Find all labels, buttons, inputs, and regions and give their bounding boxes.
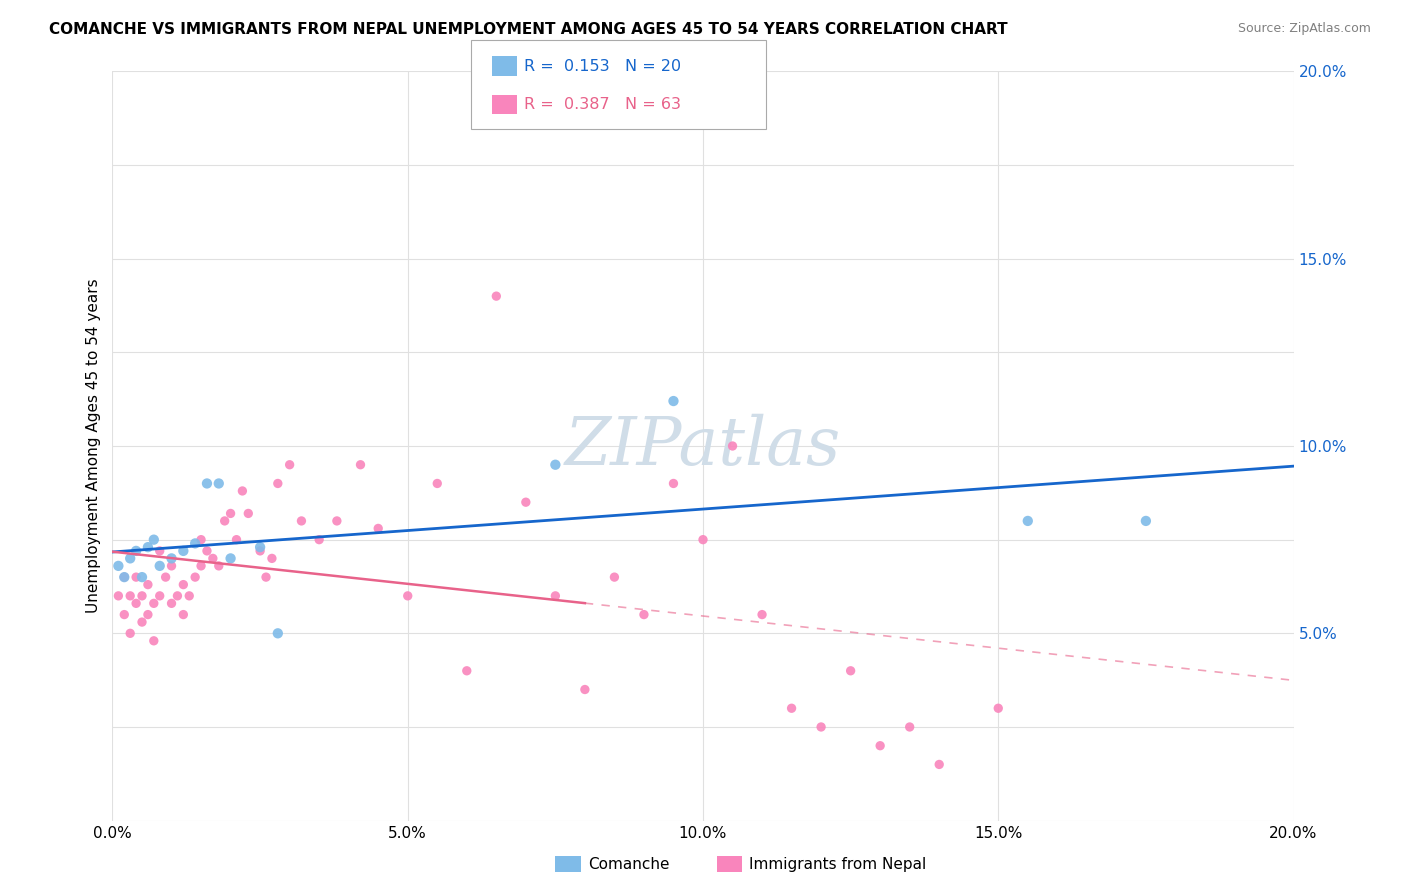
Point xyxy=(172,607,194,622)
Text: Source: ZipAtlas.com: Source: ZipAtlas.com xyxy=(1237,22,1371,36)
Point xyxy=(120,626,142,640)
Point xyxy=(195,476,218,491)
Point xyxy=(190,558,212,573)
Point xyxy=(179,589,201,603)
Point xyxy=(367,521,389,535)
Point xyxy=(603,570,626,584)
Point xyxy=(172,577,194,591)
Point xyxy=(125,596,148,610)
Point xyxy=(987,701,1010,715)
Point xyxy=(131,589,153,603)
Text: Immigrants from Nepal: Immigrants from Nepal xyxy=(749,857,927,871)
Point xyxy=(149,558,172,573)
Point xyxy=(160,596,183,610)
Point xyxy=(172,544,194,558)
Point xyxy=(136,607,159,622)
Point xyxy=(125,544,148,558)
Text: R =  0.387   N = 63: R = 0.387 N = 63 xyxy=(524,97,682,112)
Point xyxy=(721,439,744,453)
Text: Comanche: Comanche xyxy=(588,857,669,871)
Point xyxy=(219,551,242,566)
Point xyxy=(869,739,891,753)
Point xyxy=(142,633,165,648)
Point xyxy=(225,533,247,547)
Point xyxy=(208,558,231,573)
Point xyxy=(515,495,537,509)
Point xyxy=(326,514,349,528)
Point xyxy=(107,589,129,603)
Point xyxy=(112,570,135,584)
Point xyxy=(249,540,271,554)
Point xyxy=(136,577,159,591)
Point xyxy=(267,626,290,640)
Point xyxy=(112,607,135,622)
Point xyxy=(1017,514,1039,528)
Text: R =  0.153   N = 20: R = 0.153 N = 20 xyxy=(524,59,682,73)
Point xyxy=(131,570,153,584)
Point xyxy=(928,757,950,772)
Point xyxy=(349,458,371,472)
Point xyxy=(260,551,283,566)
Point xyxy=(166,589,188,603)
Point xyxy=(149,544,172,558)
Point xyxy=(190,533,212,547)
Point xyxy=(278,458,301,472)
Point xyxy=(142,596,165,610)
Point xyxy=(780,701,803,715)
Point xyxy=(160,558,183,573)
Point xyxy=(810,720,832,734)
Point xyxy=(142,533,165,547)
Point xyxy=(107,558,129,573)
Point xyxy=(155,570,177,584)
Point xyxy=(131,615,153,629)
Point xyxy=(219,507,242,521)
Point xyxy=(120,551,142,566)
Point xyxy=(396,589,419,603)
Point xyxy=(267,476,290,491)
Point xyxy=(662,394,685,409)
Point xyxy=(160,551,183,566)
Point xyxy=(1135,514,1157,528)
Point xyxy=(120,589,142,603)
Point xyxy=(839,664,862,678)
Point xyxy=(112,570,135,584)
Point xyxy=(633,607,655,622)
Point xyxy=(184,570,207,584)
Point xyxy=(201,551,224,566)
Point xyxy=(214,514,236,528)
Point xyxy=(485,289,508,303)
Point xyxy=(149,589,172,603)
Point xyxy=(184,536,207,550)
Point xyxy=(125,570,148,584)
Point xyxy=(290,514,312,528)
Point xyxy=(254,570,277,584)
Point xyxy=(751,607,773,622)
Text: ZIPatlas: ZIPatlas xyxy=(565,413,841,479)
Point xyxy=(249,544,271,558)
Point xyxy=(426,476,449,491)
Point xyxy=(692,533,714,547)
Point xyxy=(238,507,260,521)
Y-axis label: Unemployment Among Ages 45 to 54 years: Unemployment Among Ages 45 to 54 years xyxy=(86,278,101,614)
Point xyxy=(662,476,685,491)
Point xyxy=(208,476,231,491)
Point xyxy=(898,720,921,734)
Point xyxy=(231,483,253,498)
Point xyxy=(544,458,567,472)
Point xyxy=(195,544,218,558)
Point xyxy=(574,682,596,697)
Point xyxy=(456,664,478,678)
Text: COMANCHE VS IMMIGRANTS FROM NEPAL UNEMPLOYMENT AMONG AGES 45 TO 54 YEARS CORRELA: COMANCHE VS IMMIGRANTS FROM NEPAL UNEMPL… xyxy=(49,22,1008,37)
Point xyxy=(308,533,330,547)
Point xyxy=(544,589,567,603)
Point xyxy=(136,540,159,554)
